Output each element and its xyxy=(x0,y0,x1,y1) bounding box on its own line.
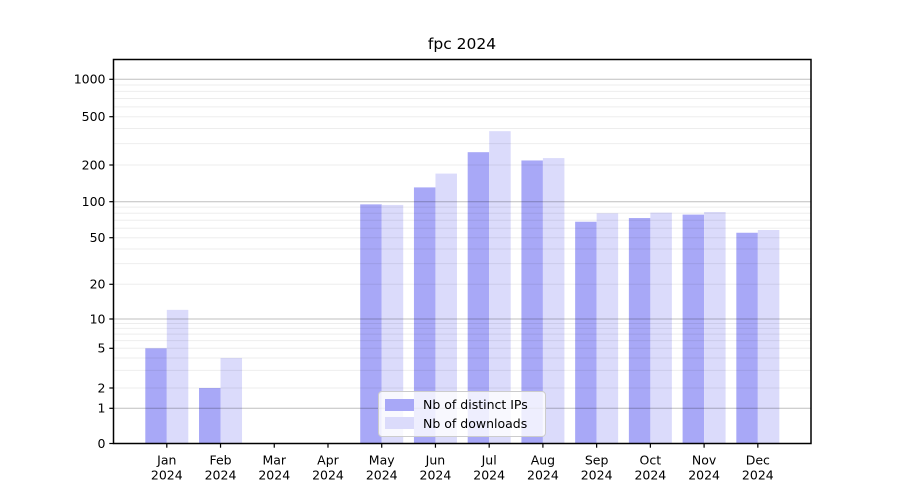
bar-downloads-aug xyxy=(542,158,565,444)
bar-distinct-ips-jul xyxy=(467,152,490,444)
bar-downloads-nov xyxy=(704,212,726,444)
bar-distinct-ips-feb xyxy=(199,388,221,444)
bar-downloads-may xyxy=(381,204,404,444)
bar-distinct-ips-jan xyxy=(145,348,167,444)
legend-swatch-downloads xyxy=(385,417,414,430)
svg-text:Apr: Apr xyxy=(317,453,339,468)
svg-text:Nov: Nov xyxy=(692,453,717,468)
svg-text:2024: 2024 xyxy=(420,468,452,483)
svg-text:2024: 2024 xyxy=(312,468,344,483)
svg-text:2024: 2024 xyxy=(527,468,559,483)
legend-swatch-distinct-ips xyxy=(385,398,414,411)
svg-text:500: 500 xyxy=(82,109,106,124)
svg-text:2024: 2024 xyxy=(205,468,237,483)
svg-text:Aug: Aug xyxy=(531,453,555,468)
svg-text:Dec: Dec xyxy=(746,453,770,468)
svg-text:5: 5 xyxy=(98,341,106,356)
svg-text:Sep: Sep xyxy=(585,453,609,468)
legend-label-distinct-ips: Nb of distinct IPs xyxy=(423,397,528,413)
plot-border xyxy=(112,58,812,445)
bar-distinct-ips-nov xyxy=(682,214,705,444)
svg-text:May: May xyxy=(369,453,395,468)
bar-downloads-jan xyxy=(166,309,189,444)
svg-text:1000: 1000 xyxy=(74,72,106,87)
bar-downloads-jun xyxy=(435,173,457,444)
svg-text:2024: 2024 xyxy=(473,468,505,483)
svg-text:Oct: Oct xyxy=(640,453,662,468)
bar-distinct-ips-oct xyxy=(628,218,651,444)
legend-item-distinct-ips: Nb of distinct IPs xyxy=(385,397,537,412)
bar-distinct-ips-aug xyxy=(521,160,543,444)
svg-text:Jan: Jan xyxy=(156,453,176,468)
svg-text:Feb: Feb xyxy=(209,453,231,468)
svg-text:Jun: Jun xyxy=(425,453,446,468)
svg-text:2024: 2024 xyxy=(366,468,398,483)
legend-label-downloads: Nb of downloads xyxy=(423,415,528,431)
svg-text:2024: 2024 xyxy=(581,468,613,483)
svg-text:2024: 2024 xyxy=(742,468,774,483)
svg-text:10: 10 xyxy=(90,311,106,326)
chart-title: fpc 2024 xyxy=(427,35,497,53)
svg-text:2024: 2024 xyxy=(151,468,183,483)
legend-item-downloads: Nb of downloads xyxy=(385,416,537,431)
svg-text:2024: 2024 xyxy=(258,468,290,483)
svg-text:200: 200 xyxy=(82,157,106,172)
bar-downloads-feb xyxy=(220,357,243,444)
svg-text:2024: 2024 xyxy=(688,468,720,483)
bar-downloads-jul xyxy=(489,131,511,444)
svg-text:Mar: Mar xyxy=(262,453,286,468)
x-axis: Jan2024Feb2024Mar2024Apr2024May2024Jun20… xyxy=(151,443,774,483)
y-axis: 0 1 2 5 10 20 50 100 200 500 1000 xyxy=(74,72,114,451)
bar-downloads-dec xyxy=(757,229,780,444)
svg-text:100: 100 xyxy=(82,194,106,209)
bar-downloads-oct xyxy=(650,212,672,444)
svg-text:20: 20 xyxy=(90,277,106,292)
svg-text:1: 1 xyxy=(98,401,106,416)
svg-text:0: 0 xyxy=(98,436,106,451)
svg-text:50: 50 xyxy=(90,230,106,245)
gridlines-minor xyxy=(113,84,811,389)
bar-downloads-sep xyxy=(596,213,619,444)
svg-text:Jul: Jul xyxy=(481,453,497,468)
bar-distinct-ips-jun xyxy=(413,187,436,444)
bar-distinct-ips-may xyxy=(360,204,382,444)
bar-distinct-ips-dec xyxy=(736,232,758,444)
legend: Nb of distinct IPs Nb of downloads xyxy=(378,391,546,437)
svg-text:2: 2 xyxy=(98,380,106,395)
bar-distinct-ips-sep xyxy=(575,221,597,444)
svg-text:2024: 2024 xyxy=(634,468,666,483)
